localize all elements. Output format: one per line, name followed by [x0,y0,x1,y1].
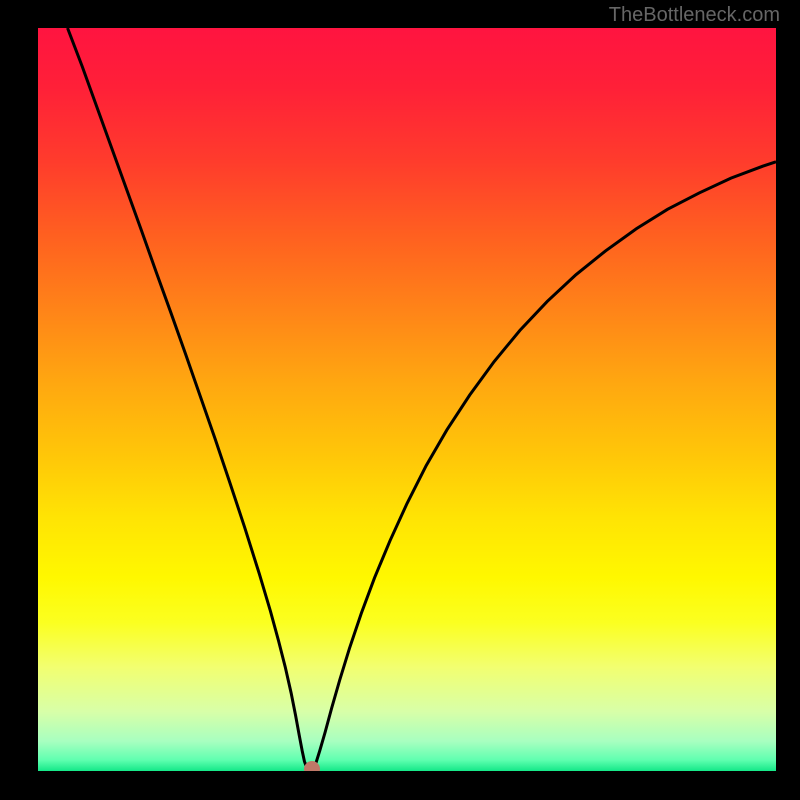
chart-plot-area [38,28,776,771]
watermark-text: TheBottleneck.com [609,4,780,27]
bottleneck-curve [38,28,776,771]
optimum-marker-dot [304,761,320,771]
